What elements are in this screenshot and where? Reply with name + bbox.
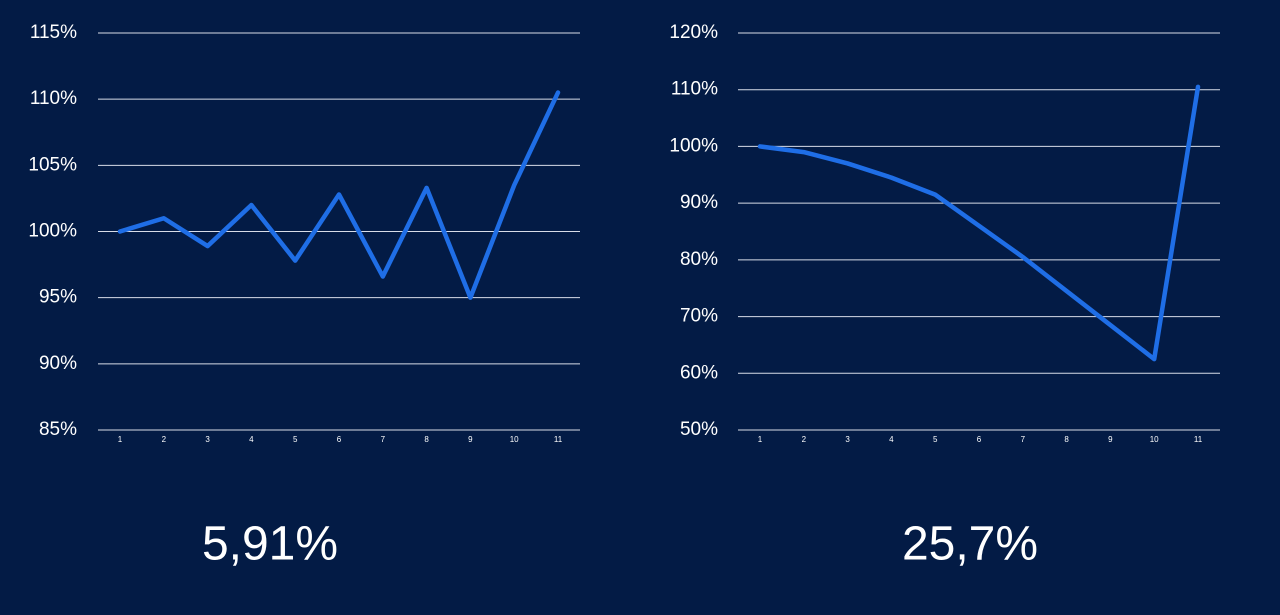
summary-value: 5,91% [202, 518, 338, 571]
x-tick-label: 9 [1108, 435, 1113, 444]
y-tick-label: 120% [669, 22, 718, 43]
x-tick-label: 3 [205, 435, 210, 444]
x-tick-label: 1 [118, 435, 123, 444]
data-line [757, 84, 1201, 362]
x-tick-label: 2 [162, 435, 167, 444]
x-tick-label: 1 [758, 435, 763, 444]
x-tick-label: 5 [933, 435, 938, 444]
x-tick-label: 6 [337, 435, 342, 444]
y-tick-label: 105% [28, 154, 77, 175]
y-tick-label: 110% [30, 88, 77, 109]
x-tick-label: 10 [510, 435, 519, 444]
y-tick-label: 95% [39, 287, 77, 308]
x-tick-label: 8 [424, 435, 429, 444]
data-line [117, 90, 561, 300]
x-tick-label: 9 [468, 435, 473, 444]
y-tick-label: 100% [28, 221, 77, 242]
y-tick-label: 115% [30, 22, 77, 43]
x-tick-label: 7 [381, 435, 386, 444]
x-tick-label: 4 [889, 435, 894, 444]
y-tick-label: 50% [680, 419, 718, 440]
x-tick-label: 11 [1194, 435, 1203, 444]
x-tick-label: 11 [554, 435, 563, 444]
summary-value: 25,7% [902, 518, 1038, 571]
y-tick-label: 70% [680, 306, 718, 327]
x-tick-label: 4 [249, 435, 254, 444]
y-tick-label: 80% [680, 249, 718, 270]
y-tick-label: 90% [39, 353, 77, 374]
x-tick-label: 3 [845, 435, 850, 444]
x-tick-label: 5 [293, 435, 298, 444]
x-tick-label: 6 [977, 435, 982, 444]
y-tick-label: 85% [39, 419, 77, 440]
y-tick-label: 90% [680, 192, 718, 213]
x-tick-label: 7 [1021, 435, 1026, 444]
x-tick-label: 10 [1150, 435, 1159, 444]
y-tick-label: 60% [680, 362, 718, 383]
x-tick-label: 8 [1064, 435, 1069, 444]
y-tick-label: 100% [669, 135, 718, 156]
x-tick-label: 2 [802, 435, 807, 444]
y-tick-label: 110% [671, 79, 718, 100]
